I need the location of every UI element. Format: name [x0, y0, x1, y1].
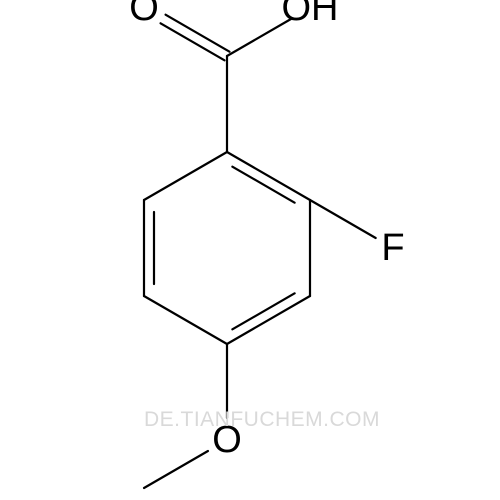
- atom-label-f: F: [381, 229, 404, 267]
- molecule-canvas: O OH F O DE.TIANFUCHEM.COM: [0, 0, 500, 500]
- atom-label-o1: O: [129, 0, 159, 27]
- atom-label-o2: OH: [281, 0, 338, 27]
- watermark-text: DE.TIANFUCHEM.COM: [144, 408, 380, 432]
- atom-o2-o: O: [281, 0, 311, 29]
- atom-o2-h: H: [311, 0, 338, 29]
